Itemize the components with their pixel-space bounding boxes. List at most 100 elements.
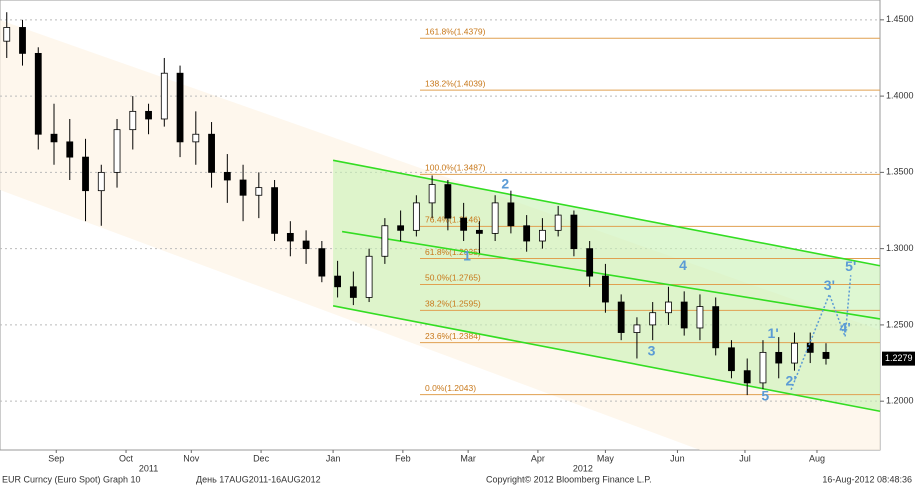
candle-body bbox=[649, 312, 657, 326]
x-tick-label: Aug bbox=[809, 453, 825, 463]
candle-body bbox=[239, 179, 247, 196]
candle-body bbox=[82, 156, 89, 192]
candle-body bbox=[223, 171, 231, 181]
wave-label: 1' bbox=[768, 325, 779, 341]
channel-line bbox=[332, 159, 881, 267]
wave-label: 5 bbox=[761, 387, 769, 403]
x-tick-label: Jul bbox=[739, 453, 751, 463]
candle-body bbox=[129, 110, 137, 131]
candle-body bbox=[271, 187, 278, 234]
footer-timestamp: 16-Aug-2012 08:48:36 bbox=[822, 474, 912, 484]
candle-body bbox=[34, 52, 42, 135]
candle-body bbox=[113, 129, 121, 173]
candle-body bbox=[176, 72, 184, 143]
fib-label: 38.2%(1.2595) bbox=[425, 299, 481, 309]
wave-projection bbox=[790, 275, 852, 390]
candle-body bbox=[444, 184, 452, 219]
x-tick-label: Jun bbox=[670, 453, 685, 463]
candle-body bbox=[822, 351, 830, 359]
candle-body bbox=[160, 72, 168, 120]
candle-body bbox=[412, 202, 420, 231]
candle-body bbox=[475, 229, 483, 234]
channel-line bbox=[341, 230, 881, 320]
last-price-box bbox=[882, 351, 915, 366]
year-label: 2011 bbox=[139, 463, 158, 473]
wave-label: 5' bbox=[845, 258, 856, 274]
x-tick-label: Apr bbox=[531, 453, 545, 463]
candle-body bbox=[286, 232, 294, 242]
x-tick-label: Oct bbox=[119, 453, 134, 463]
y-tick-label: 1.2500 bbox=[886, 319, 914, 329]
footer-left: EUR Curncy (Euro Spot) Graph 10 bbox=[2, 474, 141, 484]
fib-label: 76.4%(1.3146) bbox=[425, 215, 481, 225]
candle-body bbox=[665, 301, 672, 314]
candle-body bbox=[775, 351, 783, 364]
x-tick-label: Feb bbox=[395, 453, 411, 463]
candle-body bbox=[255, 187, 263, 196]
candle-body bbox=[602, 275, 609, 303]
candle-body bbox=[696, 306, 704, 329]
candle-body bbox=[728, 347, 735, 372]
x-tick-label: Mar bbox=[460, 453, 476, 463]
candle-body bbox=[570, 214, 578, 250]
fib-label: 100.0%(1.3487) bbox=[425, 163, 486, 173]
candle-body bbox=[791, 342, 798, 364]
fib-label: 161.8%(1.4379) bbox=[425, 27, 486, 37]
candle-body bbox=[539, 229, 546, 242]
candle-body bbox=[66, 141, 74, 158]
candle-body bbox=[491, 202, 499, 234]
candle-body bbox=[397, 225, 405, 231]
fib-label: 61.8%(1.2935) bbox=[425, 247, 481, 257]
wave-label: 3 bbox=[648, 342, 656, 358]
candle-body bbox=[743, 370, 751, 384]
last-price-label: 1.2279 bbox=[885, 353, 913, 363]
wave-label: 3' bbox=[824, 277, 835, 293]
footer-copyright: Copyright© 2012 Bloomberg Finance L.P. bbox=[486, 474, 652, 484]
candle-body bbox=[633, 324, 641, 333]
candle-body bbox=[460, 217, 468, 231]
wave-label: 4 bbox=[679, 257, 687, 273]
y-tick-label: 1.4500 bbox=[886, 14, 914, 24]
candle-body bbox=[428, 184, 436, 204]
candle-body bbox=[554, 214, 562, 231]
fib-label: 0.0%(1.2043) bbox=[425, 383, 476, 393]
footer-range: День 17AUG2011-16AUG2012 bbox=[196, 474, 321, 484]
x-tick-label: May bbox=[597, 453, 615, 463]
candle-body bbox=[712, 306, 720, 349]
x-tick-label: Sep bbox=[48, 453, 64, 463]
y-tick-label: 1.2000 bbox=[886, 396, 914, 406]
candle-body bbox=[334, 275, 341, 288]
x-tick-label: Nov bbox=[183, 453, 200, 463]
y-tick-label: 1.3500 bbox=[886, 167, 914, 177]
fib-label: 138.2%(1.4039) bbox=[425, 78, 486, 88]
y-tick-label: 1.3000 bbox=[886, 243, 914, 253]
candle-body bbox=[365, 255, 373, 298]
candle-body bbox=[759, 351, 767, 384]
wave-label: 2' bbox=[786, 372, 797, 388]
candle-body bbox=[349, 286, 357, 298]
x-tick-label: Dec bbox=[253, 453, 270, 463]
candle-body bbox=[381, 225, 389, 257]
channel-line bbox=[332, 305, 881, 413]
candle-body bbox=[145, 110, 152, 120]
fib-label: 50.0%(1.2765) bbox=[425, 273, 481, 283]
candle-body bbox=[680, 301, 688, 329]
candle-body bbox=[586, 248, 594, 277]
candle-body bbox=[19, 27, 26, 54]
y-tick-label: 1.4000 bbox=[886, 90, 914, 100]
x-tick-label: Jan bbox=[326, 453, 341, 463]
candle-body bbox=[208, 133, 215, 173]
wave-label: 1 bbox=[463, 248, 471, 264]
candle-body bbox=[617, 301, 625, 333]
fib-label: 23.6%(1.2384) bbox=[425, 331, 481, 341]
candle-body bbox=[192, 133, 200, 143]
wave-label: 2 bbox=[501, 176, 509, 192]
candle-body bbox=[507, 202, 515, 227]
candle-body bbox=[3, 27, 11, 42]
candle-body bbox=[523, 225, 531, 242]
candle-body bbox=[50, 133, 58, 143]
candle-body bbox=[302, 240, 310, 250]
candle-body bbox=[318, 248, 326, 277]
year-label: 2012 bbox=[573, 463, 593, 473]
